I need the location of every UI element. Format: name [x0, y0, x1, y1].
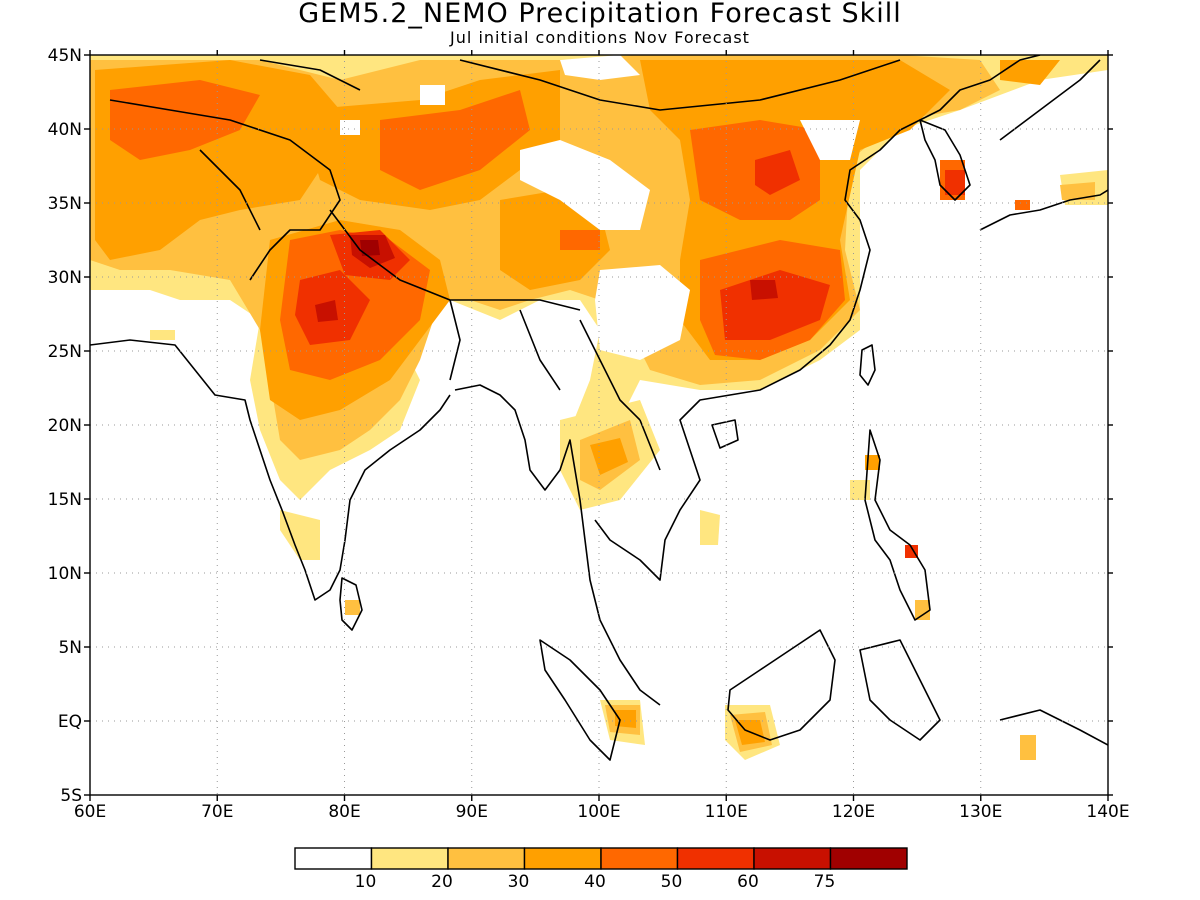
y-tick-label: 25N	[48, 342, 82, 362]
skill-shading	[90, 55, 1108, 760]
x-tick-label: 80E	[328, 802, 360, 822]
y-tick-label: EQ	[58, 712, 82, 732]
x-tick-label: 140E	[1086, 802, 1129, 822]
colorbar-swatch	[753, 847, 832, 870]
y-tick-label: 5S	[60, 786, 82, 806]
x-tick-label: 60E	[74, 802, 106, 822]
colorbar-label: 40	[584, 872, 606, 892]
colorbar-swatch	[370, 847, 449, 870]
map-subtitle: Jul initial conditions Nov Forecast	[450, 28, 750, 47]
colorbar-label: 60	[737, 872, 759, 892]
y-tick-label: 35N	[48, 194, 82, 214]
coastline-borders	[90, 55, 1108, 761]
map-axes: 60E 70E 80E 90E 100E 110E 120E 130E 140E 45N 40N 35…	[48, 46, 1130, 822]
y-tick-label: 30N	[48, 268, 82, 288]
x-tick-label: 110E	[705, 802, 748, 822]
colorbar-label: 10	[355, 872, 377, 892]
colorbar-label: 30	[508, 872, 530, 892]
y-tick-label: 10N	[48, 564, 82, 584]
y-tick-label: 40N	[48, 120, 82, 140]
x-tick-label: 70E	[201, 802, 233, 822]
y-tick-label: 45N	[48, 46, 82, 66]
colorbar-swatch	[523, 847, 602, 870]
x-tick-label: 120E	[832, 802, 875, 822]
x-tick-label: 90E	[456, 802, 488, 822]
colorbar-label: 50	[661, 872, 683, 892]
colorbar-swatch	[447, 847, 526, 870]
x-tick-label: 100E	[577, 802, 620, 822]
colorbar: 10 20 30 40 50 60 75	[294, 847, 908, 892]
colorbar-swatch	[600, 847, 679, 870]
map-title: GEM5.2_NEMO Precipitation Forecast Skill	[298, 0, 902, 29]
y-tick-label: 5N	[58, 638, 82, 658]
colorbar-label: 75	[814, 872, 836, 892]
colorbar-swatch	[294, 847, 373, 870]
colorbar-swatch	[829, 847, 908, 870]
y-tick-label: 20N	[48, 416, 82, 436]
y-tick-label: 15N	[48, 490, 82, 510]
colorbar-label: 20	[431, 872, 453, 892]
x-tick-label: 130E	[959, 802, 1002, 822]
colorbar-swatch	[676, 847, 755, 870]
